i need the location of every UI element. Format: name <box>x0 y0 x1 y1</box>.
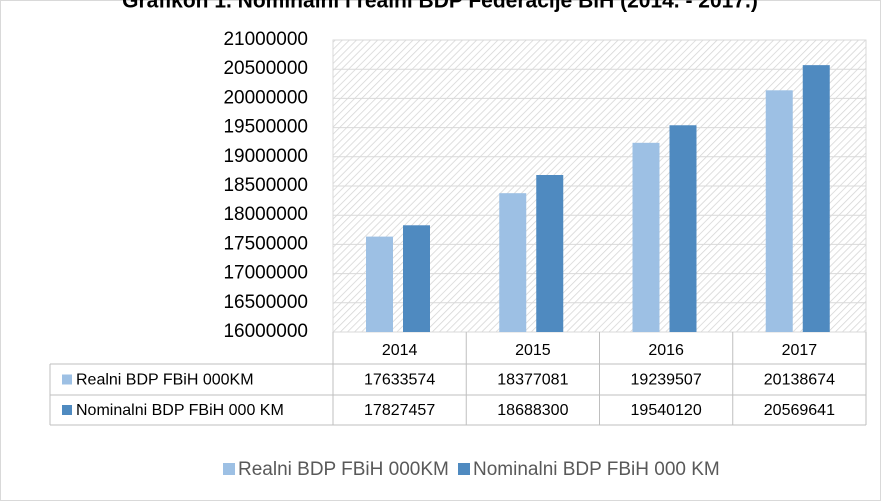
table-cell: 17827457 <box>364 402 435 419</box>
bar <box>536 175 564 332</box>
bar <box>403 225 430 332</box>
table-cell: 18377081 <box>497 372 568 389</box>
y-tick-label: 19000000 <box>223 146 308 167</box>
y-tick-label: 18000000 <box>223 204 308 225</box>
x-tick-label: 2016 <box>648 342 684 359</box>
x-tick-label: 2015 <box>515 342 551 359</box>
x-tick-label: 2017 <box>782 342 818 359</box>
table-cell: 20569641 <box>764 402 835 419</box>
chart-title: Grafikon 1. Nominalni i realni BDP Feder… <box>122 0 758 13</box>
y-tick-label: 19500000 <box>223 117 308 138</box>
table-cell: 19239507 <box>631 372 702 389</box>
x-tick-label: 2014 <box>382 342 418 359</box>
table-row-label: Realni BDP FBiH 000KM <box>76 372 254 389</box>
table-cell: 20138674 <box>764 372 835 389</box>
bar <box>632 142 660 332</box>
bar <box>366 236 393 332</box>
table-cell: 18688300 <box>497 402 568 419</box>
legend-label: Nominalni BDP FBiH 000 KM <box>473 459 720 480</box>
legend-key <box>223 463 235 475</box>
legend-key <box>458 463 470 475</box>
bar <box>669 125 697 332</box>
table-cell: 19540120 <box>631 402 702 419</box>
y-tick-label: 21000000 <box>223 29 308 50</box>
table-cell: 17633574 <box>364 372 435 389</box>
y-tick-label: 18500000 <box>223 175 308 196</box>
y-tick-label: 17000000 <box>223 263 308 284</box>
y-tick-label: 20000000 <box>223 87 308 108</box>
bar <box>802 65 830 332</box>
legend-label: Realni BDP FBiH 000KM <box>238 459 449 480</box>
bar <box>765 90 793 332</box>
table-legend-key <box>62 405 72 415</box>
y-tick-label: 17500000 <box>223 233 308 254</box>
table-row-label: Nominalni BDP FBiH 000 KM <box>76 402 284 419</box>
y-tick-label: 16500000 <box>223 292 308 313</box>
table-legend-key <box>62 374 72 385</box>
y-tick-label: 20500000 <box>223 58 308 79</box>
bar <box>499 193 527 332</box>
y-tick-label: 16000000 <box>223 321 308 342</box>
